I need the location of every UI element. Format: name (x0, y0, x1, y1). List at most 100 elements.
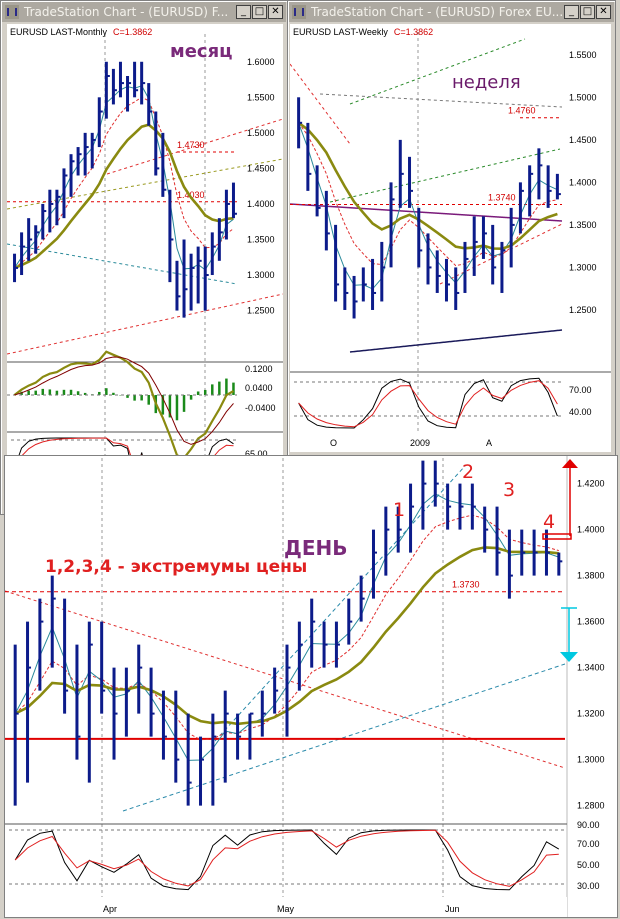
price-axis-tick: 1.2800 (577, 801, 605, 811)
level-label: 1.4730 (177, 140, 205, 150)
price-axis-tick: 1.3500 (247, 234, 275, 244)
price-axis-tick: 1.3000 (247, 270, 275, 280)
maximize-icon[interactable]: □ (580, 5, 595, 19)
time-axis-tick: Apr (103, 904, 117, 914)
monthly-window-titlebar[interactable]: TradeStation Chart - (EURUSD) F... _ □ ✕ (2, 2, 286, 22)
price-axis-tick: 1.3000 (577, 755, 605, 765)
monthly-plot-area[interactable]: 1.4730 1.4030 1.6000 1.5500 1.5000 1.4500 1.40… (7, 24, 283, 509)
time-axis-tick: A (486, 438, 492, 448)
trendline (349, 329, 563, 353)
trendline (290, 203, 563, 222)
price-axis-tick: 1.4000 (247, 199, 275, 209)
tradestation-app-icon (5, 5, 19, 19)
time-axis-tick: O (330, 438, 337, 448)
monthly-annotation: месяц (170, 41, 233, 62)
trendline (106, 118, 283, 175)
trendline (319, 93, 563, 108)
indicator-axis-tick: 70.00 (569, 385, 592, 395)
last-price: C=1.3862 (393, 27, 434, 37)
extremum-label: 1 (393, 499, 405, 521)
trendline (7, 158, 283, 210)
ma-slow (14, 123, 234, 270)
extremum-label: 3 (503, 479, 515, 501)
stochastic-d-line (298, 380, 558, 428)
tradestation-app-icon (292, 5, 306, 19)
daily-chart-svg: 1.3730 1.4200 1.4000 1.3800 1.3600 1.3400 1.32… (5, 456, 605, 917)
price-axis-tick: 1.4200 (577, 479, 605, 489)
price-axis-tick: 1.4500 (569, 135, 597, 145)
price-axis-tick: 1.5500 (247, 92, 275, 102)
last-price: C=1.3862 (113, 27, 153, 37)
target-box (542, 533, 572, 540)
trendline (7, 243, 238, 285)
macd-line (13, 350, 235, 460)
trendline (5, 590, 566, 769)
time-axis-tick: Jun (445, 904, 460, 914)
symbol-label: EURUSD LAST-Weekly C=1.3862 (293, 27, 433, 37)
trendline (329, 148, 561, 203)
price-axis-tick: 1.3000 (569, 262, 597, 272)
price-axis-tick: 1.6000 (247, 57, 275, 67)
indicator-axis-tick: 70.00 (577, 839, 600, 849)
stochastic-d-line (14, 829, 559, 887)
price-axis-tick: 1.3200 (577, 709, 605, 719)
level-label: 1.3740 (488, 192, 516, 202)
trendline (122, 663, 566, 812)
target-arrow-up-head (562, 459, 578, 468)
trendline (290, 63, 351, 145)
price-axis-tick: 1.4500 (247, 163, 275, 173)
price-axis-tick: 1.5500 (569, 50, 597, 60)
extremum-label: 2 (462, 461, 474, 483)
close-icon[interactable]: ✕ (596, 5, 611, 19)
minimize-icon[interactable]: _ (564, 5, 579, 19)
level-label: 1.4760 (508, 106, 536, 116)
weekly-plot-area[interactable]: 1.4760 1.3740 1.5500 1.5000 1.4500 1.4000 1.35… (290, 24, 611, 452)
time-axis-tick: 2009 (410, 438, 430, 448)
time-axis-band (290, 434, 611, 452)
extremum-label: 4 (543, 511, 555, 533)
minimize-icon[interactable]: _ (236, 5, 251, 19)
symbol-label: EURUSD LAST-Monthly C=1.3862 (10, 27, 152, 37)
price-axis-tick: 1.2500 (247, 306, 275, 316)
daily-annotation-title: ДЕНЬ (284, 536, 348, 560)
weekly-chart-window[interactable]: TradeStation Chart - (EURUSD) Forex EU..… (287, 0, 616, 456)
monthly-chart-svg: 1.4730 1.4030 1.6000 1.5500 1.5000 1.4500 1.40… (7, 34, 283, 509)
daily-plot-area[interactable]: 1.3730 1.4200 1.4000 1.3800 1.3600 1.3400 1.32… (4, 455, 618, 918)
time-axis-tick: May (277, 904, 295, 914)
weekly-window-titlebar[interactable]: TradeStation Chart - (EURUSD) Forex EU..… (289, 2, 614, 22)
price-axis-tick: 1.4000 (577, 525, 605, 535)
price-axis-tick: 1.4000 (569, 177, 597, 187)
price-axis-tick: 1.3800 (577, 571, 605, 581)
indicator-axis-tick: 50.00 (577, 860, 600, 870)
symbol-name: EURUSD LAST-Monthly (10, 27, 108, 37)
weekly-annotation: неделя (452, 72, 521, 93)
macd-axis-tick: -0.0400 (245, 403, 276, 413)
indicator-axis-tick: 30.00 (577, 881, 600, 891)
price-axis-tick: 1.5000 (569, 92, 597, 102)
indicator-axis-tick: 90.00 (577, 820, 600, 830)
price-axis-tick: 1.3600 (577, 617, 605, 627)
time-axis-band (5, 897, 567, 917)
weekly-chart-svg: 1.4760 1.3740 1.5500 1.5000 1.4500 1.4000 1.35… (290, 32, 611, 452)
close-icon[interactable]: ✕ (268, 5, 283, 19)
price-axis-tick: 1.2500 (569, 305, 597, 315)
price-axis-tick: 1.3400 (577, 663, 605, 673)
level-label: 1.4030 (177, 190, 205, 200)
window-title: TradeStation Chart - (EURUSD) F... (24, 5, 229, 19)
symbol-name: EURUSD LAST-Weekly (293, 27, 388, 37)
trendline (214, 465, 466, 742)
maximize-icon[interactable]: □ (252, 5, 267, 19)
target-arrow-down-head (560, 652, 578, 662)
trendline (7, 293, 283, 355)
daily-annotation-extrema: 1,2,3,4 - экстремумы цены (45, 557, 308, 577)
indicator-axis-tick: 65.00 (245, 449, 268, 459)
indicator-axis-tick: 40.00 (569, 407, 592, 417)
ma-medium (14, 96, 234, 269)
ma-slow (297, 121, 558, 251)
price-axis-tick: 1.5000 (247, 128, 275, 138)
macd-axis-tick: 0.0400 (245, 383, 273, 393)
monthly-chart-window[interactable]: TradeStation Chart - (EURUSD) F... _ □ ✕… (0, 0, 288, 515)
stochastic-k-line (298, 377, 558, 429)
window-title: TradeStation Chart - (EURUSD) Forex EU..… (311, 5, 564, 19)
macd-signal-line (14, 356, 234, 445)
